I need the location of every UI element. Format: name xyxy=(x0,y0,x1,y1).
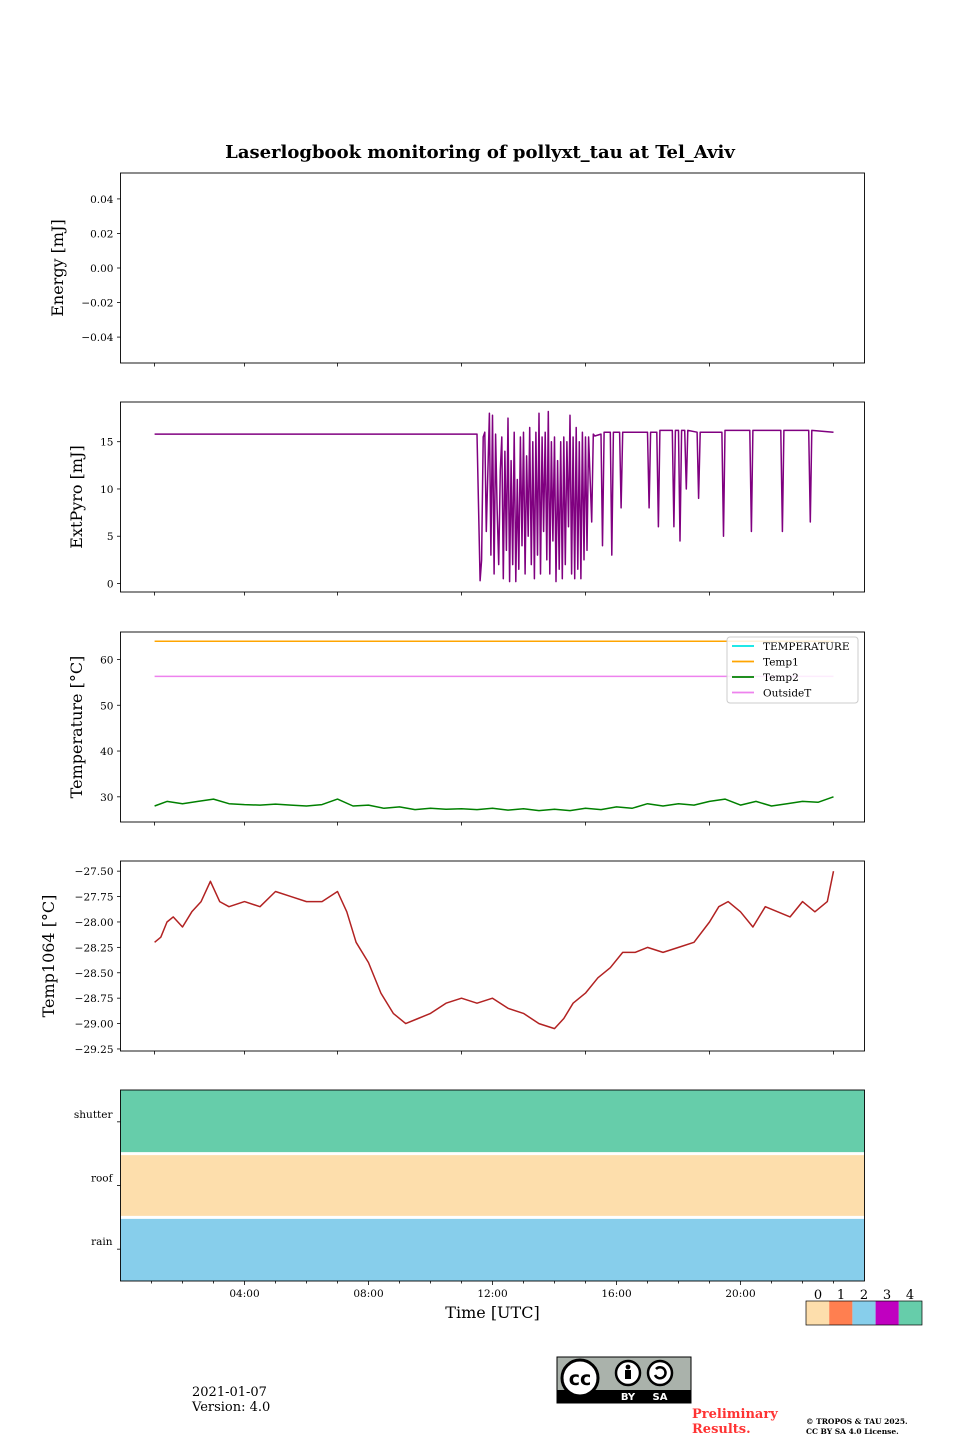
legend-label-temperature: TEMPERATURE xyxy=(763,641,850,653)
y-tick-label: −0.02 xyxy=(81,298,113,310)
colorbar-tick-label: 2 xyxy=(860,1288,868,1303)
legend-frame xyxy=(726,636,859,704)
status-band-roof xyxy=(120,1153,865,1218)
axes-frame xyxy=(120,401,865,593)
colorbar-tick-label: 1 xyxy=(837,1288,845,1303)
panel-5: shutter roof rain 04:00 08:00 12:00 16:00 20:00… xyxy=(74,1089,923,1326)
sa-arrow-icon xyxy=(653,1366,667,1380)
y-axis-label: Temperature [°C] xyxy=(67,656,86,799)
colorbar-tick-label: 0 xyxy=(814,1288,822,1303)
series-line-data xyxy=(154,871,835,1030)
axes-frame xyxy=(120,631,865,823)
x-tick-label: 12:00 xyxy=(477,1288,507,1300)
x-tick-label: 20:00 xyxy=(725,1288,755,1300)
y-tick-label: −28.50 xyxy=(75,968,114,980)
panel-3: 30 40 50 60 Temperature [°C] TEMPERATURE Temp1… xyxy=(67,631,865,826)
y-tick-label-roof: roof xyxy=(91,1173,114,1185)
preliminary-line2: Results. xyxy=(692,1422,751,1437)
y-tick-label: −28.00 xyxy=(75,917,114,929)
series-group xyxy=(154,871,835,1030)
y-tick-label: −27.75 xyxy=(75,892,114,904)
status-band-shutter xyxy=(120,1090,865,1154)
y-tick-label: 15 xyxy=(100,437,113,449)
legend-label-outsidet: OutsideT xyxy=(763,688,811,700)
by-person-body xyxy=(625,1370,631,1379)
y-tick-label: 60 xyxy=(100,654,113,666)
status-band-rain xyxy=(120,1217,865,1281)
colorbar-swatch-3 xyxy=(875,1301,899,1325)
colorbar-tick-label: 4 xyxy=(906,1288,914,1303)
y-tick-label: −29.00 xyxy=(75,1019,114,1031)
y-tick-label: 50 xyxy=(100,700,113,712)
figure-title: Laserlogbook monitoring of pollyxt_tau a… xyxy=(225,142,735,163)
colorbar-frame xyxy=(805,1300,923,1326)
cc-icon-label: cc xyxy=(569,1368,592,1390)
y-tick-label: 5 xyxy=(107,531,114,543)
sa-share-alike-icon xyxy=(646,1359,674,1387)
colorbar-swatch-4 xyxy=(898,1301,922,1325)
y-tick-label: 0 xyxy=(107,578,114,590)
colorbar-swatch-1 xyxy=(829,1301,853,1325)
x-tick-label: 16:00 xyxy=(601,1288,631,1300)
by-person-head xyxy=(625,1364,631,1370)
panel-1: 0.04 0.02 0.00 −0.02 −0.04 Energy [mJ] xyxy=(48,172,865,367)
y-tick-label: −28.25 xyxy=(75,942,114,954)
cc-license-badge: cc BY SA xyxy=(556,1356,692,1404)
y-tick-label: −29.25 xyxy=(75,1044,114,1056)
series-line-temp2 xyxy=(154,796,834,812)
series-line-data xyxy=(154,410,834,583)
y-axis-label: Energy [mJ] xyxy=(48,219,67,317)
panel-4: −27.50 −27.75 −28.00 −28.25 −28.50 −28.75 −29.… xyxy=(39,860,865,1056)
footer-date: 2021-01-07 xyxy=(192,1385,267,1400)
y-tick-label-shutter: shutter xyxy=(74,1109,114,1121)
footer-version: Version: 4.0 xyxy=(191,1400,270,1415)
y-axis-label: Temp1064 [°C] xyxy=(39,895,58,1018)
y-axis-label: ExtPyro [mJ] xyxy=(67,445,86,548)
axes-frame xyxy=(120,860,865,1052)
x-tick-label: 04:00 xyxy=(229,1288,259,1300)
y-tick-label-rain: rain xyxy=(91,1236,113,1248)
copyright-line2: CC BY SA 4.0 License. xyxy=(806,1427,899,1436)
legend-label-temp2: Temp2 xyxy=(763,672,799,684)
series-group xyxy=(154,410,834,583)
y-tick-label: 40 xyxy=(100,746,113,758)
y-tick-label: 0.04 xyxy=(90,194,114,206)
colorbar-swatch-0 xyxy=(806,1301,830,1325)
y-tick-label: 10 xyxy=(100,484,113,496)
legend: TEMPERATURE Temp1 Temp2 OutsideT xyxy=(726,636,859,704)
y-tick-label: 30 xyxy=(100,792,113,804)
colorbar-swatch-2 xyxy=(852,1301,876,1325)
colorbar-tick-label: 3 xyxy=(883,1288,891,1303)
y-tick-label: −27.50 xyxy=(75,866,114,878)
by-label: BY xyxy=(621,1392,636,1403)
axes-frame xyxy=(120,172,865,364)
x-tick-label: 08:00 xyxy=(353,1288,383,1300)
legend-label-temp1: Temp1 xyxy=(763,657,799,669)
cc-icon xyxy=(560,1358,600,1398)
y-tick-label: 0.00 xyxy=(90,263,113,275)
y-tick-label: 0.02 xyxy=(90,228,113,240)
x-axis-label: Time [UTC] xyxy=(445,1303,539,1322)
y-tick-label: −28.75 xyxy=(75,993,114,1005)
sa-label: SA xyxy=(653,1392,668,1403)
copyright-line1: © TROPOS & TAU 2025. xyxy=(806,1417,908,1426)
y-tick-label: −0.04 xyxy=(81,332,113,344)
preliminary-line1: Preliminary xyxy=(692,1407,778,1422)
panel-2: 0 5 10 15 ExtPyro [mJ] xyxy=(67,401,865,596)
series-group xyxy=(154,640,834,812)
